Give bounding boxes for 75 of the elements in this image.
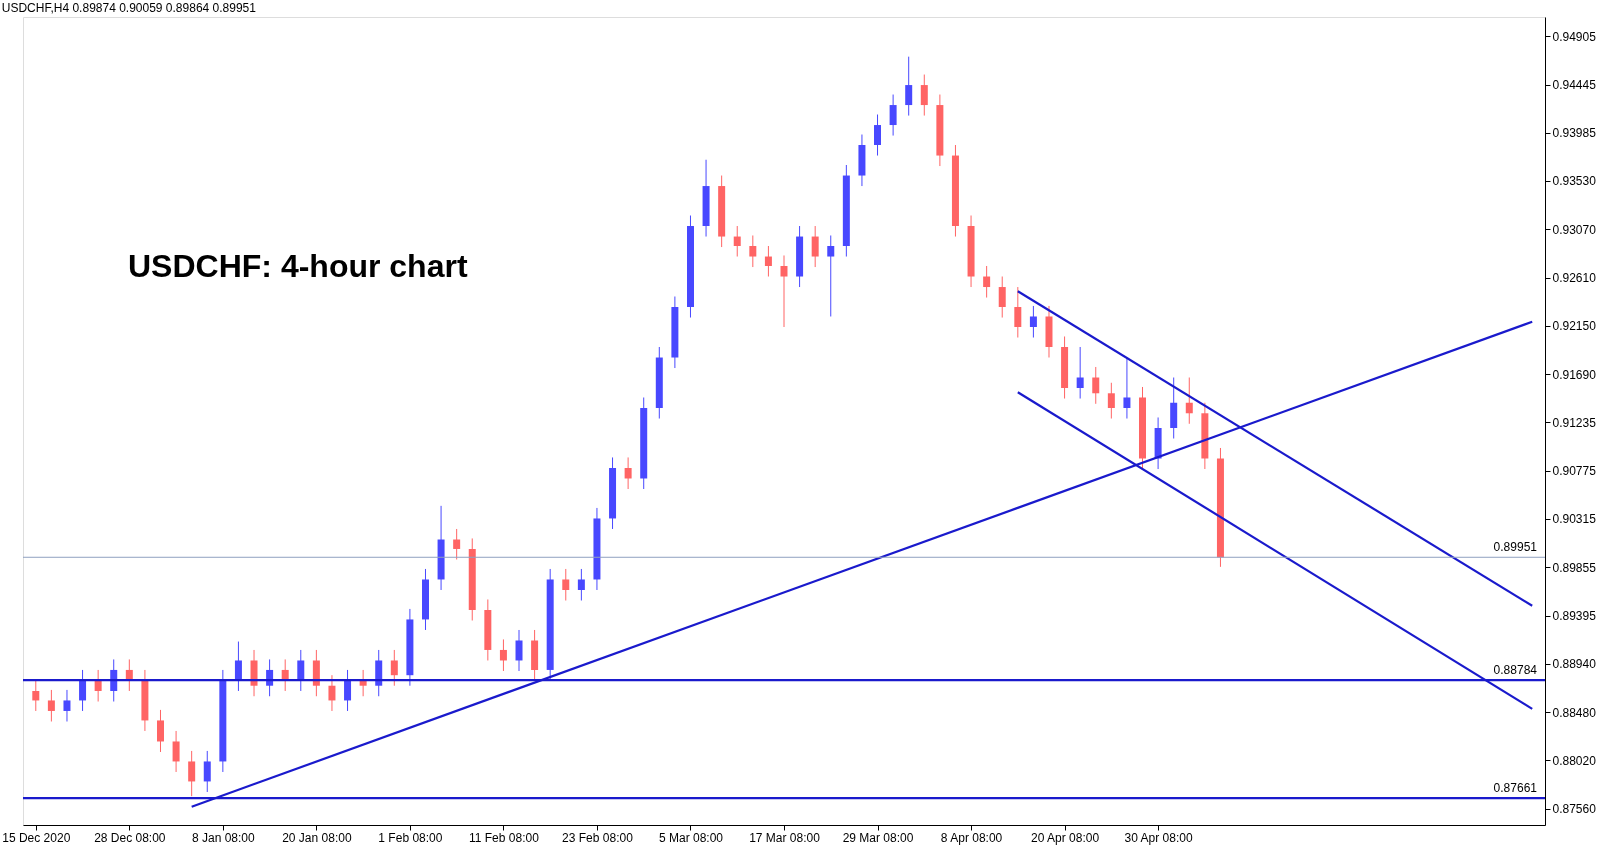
y-tick-label: 0.89855 (1552, 560, 1597, 575)
candlestick (905, 56, 913, 117)
candlestick (79, 669, 87, 712)
candlestick (920, 74, 928, 117)
y-tick-label: 0.93985 (1552, 126, 1597, 141)
x-tick-label: 15 Dec 2020 (2, 830, 71, 845)
candlestick (234, 641, 242, 692)
y-tick-label: 0.88940 (1552, 657, 1597, 672)
candlestick (499, 638, 507, 672)
candlestick (733, 225, 741, 258)
candlestick (344, 669, 352, 712)
candlestick (453, 528, 461, 560)
x-tick-label: 30 Apr 08:00 (1124, 830, 1193, 845)
x-tick-label: 1 Feb 08:00 (378, 830, 443, 845)
candlestick (764, 245, 772, 278)
candlestick (983, 265, 991, 299)
y-tick-label: 0.87560 (1552, 802, 1597, 817)
x-tick-label: 11 Feb 08:00 (469, 830, 540, 845)
y-tick-label: 0.94905 (1552, 29, 1597, 44)
x-tick-label: 8 Apr 08:00 (940, 830, 1003, 845)
x-tick-label: 17 Mar 08:00 (749, 830, 821, 845)
chart-title: USDCHF,H4 0.89874 0.90059 0.89864 0.89951 (1, 1, 257, 15)
candlestick (172, 730, 180, 773)
y-tick-label: 0.89395 (1552, 609, 1597, 624)
candlestick (1123, 357, 1131, 420)
candlestick (188, 750, 196, 797)
y-tick-label: 0.88020 (1552, 753, 1597, 768)
y-tick-label: 0.88480 (1552, 705, 1597, 720)
candlestick (889, 94, 897, 137)
candlestick (1185, 377, 1193, 425)
candlestick (359, 669, 367, 697)
x-tick-label: 20 Apr 08:00 (1031, 830, 1100, 845)
y-tick-label: 0.90775 (1552, 464, 1597, 479)
candlestick (562, 568, 570, 602)
x-tick-label: 5 Mar 08:00 (658, 830, 724, 845)
candlestick (1076, 346, 1084, 400)
candlestick (63, 689, 71, 722)
candlestick (203, 750, 211, 793)
candlestick (874, 114, 882, 157)
annotation: USDCHF: 4-hour chart (128, 248, 468, 284)
candlestick (328, 674, 336, 712)
y-tick-label: 0.91235 (1552, 415, 1597, 430)
candlestick (780, 254, 788, 328)
x-tick-label: 29 Mar 08:00 (842, 830, 914, 845)
candlestick (1014, 286, 1022, 339)
y-tick-label: 0.92150 (1552, 319, 1597, 334)
y-tick-label: 0.94445 (1552, 78, 1597, 93)
candlestick (998, 276, 1006, 319)
y-tick-label: 0.93070 (1552, 222, 1597, 237)
y-tick-label: 0.92610 (1552, 271, 1597, 286)
x-tick-label: 28 Dec 08:00 (94, 830, 166, 845)
ref-line-label: 0.89951 (1493, 540, 1538, 555)
x-tick-label: 20 Jan 08:00 (282, 830, 352, 845)
candlestick (1029, 305, 1037, 339)
y-tick-label: 0.90315 (1552, 512, 1597, 527)
candlestick (811, 225, 819, 268)
candlestick (297, 649, 305, 692)
candlestick (32, 679, 40, 712)
x-tick-label: 23 Feb 08:00 (562, 830, 634, 845)
ref-line-label: 0.88784 (1493, 663, 1538, 678)
ref-line-label: 0.87661 (1493, 781, 1538, 796)
candlestick (749, 234, 757, 268)
candlestick (94, 669, 102, 702)
candlestick (1107, 382, 1115, 420)
candlestick (827, 234, 835, 317)
candlestick (577, 568, 585, 602)
candlestick (624, 456, 632, 490)
candlestick (1092, 366, 1100, 405)
candlestick (156, 709, 164, 753)
y-tick-label: 0.93530 (1552, 174, 1597, 189)
y-tick-label: 0.91690 (1552, 367, 1597, 382)
candlestick (515, 629, 523, 672)
x-tick-label: 8 Jan 08:00 (191, 830, 256, 845)
candlestick (47, 689, 55, 722)
candlestick (390, 649, 398, 687)
